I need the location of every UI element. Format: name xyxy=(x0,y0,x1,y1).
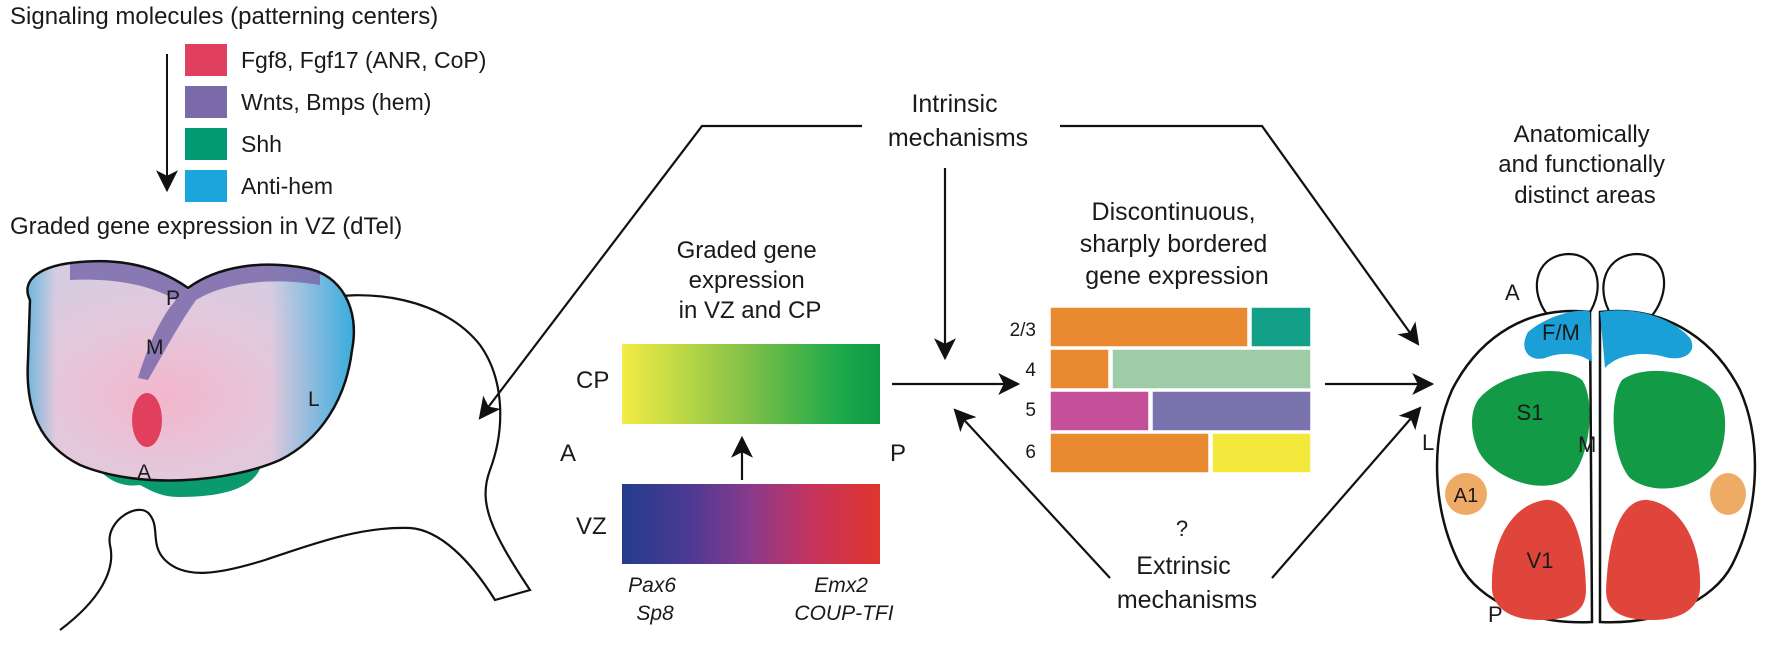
vz-gradient-bar xyxy=(622,484,880,564)
fm-area-left xyxy=(1524,310,1592,362)
cp-gradient-bar xyxy=(622,344,880,424)
areas-label-v1: V1 xyxy=(1527,548,1554,573)
vz-label-l: L xyxy=(308,388,320,411)
arrow-extrinsic-to-layers xyxy=(953,408,1111,579)
anr-fgf-spot xyxy=(132,393,162,447)
legend-label-shh: Shh xyxy=(241,131,282,157)
legend-swatch-shh xyxy=(185,128,227,160)
s1-area-left xyxy=(1472,370,1590,486)
layer-label-6: 6 xyxy=(1025,442,1036,463)
olfactory-bulb xyxy=(1602,252,1666,321)
dtel-brain xyxy=(26,259,356,482)
legend-label-antihem: Anti-hem xyxy=(241,173,333,199)
areas-label-p: P xyxy=(1488,602,1503,627)
s1-area-right xyxy=(1613,370,1726,489)
a1-area-right xyxy=(1710,473,1746,515)
olfactory-bulb xyxy=(1535,252,1599,321)
gradient-label-a: A xyxy=(560,440,576,467)
layer-block xyxy=(1049,306,1249,348)
areas-label-m: M xyxy=(1578,432,1596,457)
gradient-label-p: P xyxy=(890,440,906,467)
layer-block xyxy=(1049,432,1210,474)
layer-label-2-3: 2/3 xyxy=(1010,320,1036,341)
a1-area-left xyxy=(1445,473,1487,515)
legend-item: Wnts, Bmps (hem) xyxy=(185,86,431,118)
vz-label: VZ xyxy=(576,513,607,540)
legend-swatch-fgf xyxy=(185,44,227,76)
arrow-intrinsic-to-areas xyxy=(1060,124,1420,346)
areas-panel-title: Anatomically and functionally distinct a… xyxy=(1498,121,1671,209)
arrow-extrinsic-to-areas xyxy=(1271,406,1422,579)
extrinsic-question-mark: ? xyxy=(1176,516,1188,541)
right-genes: Emx2 COUP-TFI xyxy=(794,574,893,625)
legend-label-wnt: Wnts, Bmps (hem) xyxy=(241,89,431,115)
layer-block xyxy=(1250,306,1312,348)
layer-label-5: 5 xyxy=(1025,400,1036,421)
legend-swatch-antihem xyxy=(185,170,227,202)
vz-label-a: A xyxy=(137,461,151,484)
layers-panel-title: Discontinuous, sharply bordered gene exp… xyxy=(1080,198,1275,290)
legend-item: Anti-hem xyxy=(185,170,333,202)
extrinsic-label: Extrinsic mechanisms xyxy=(1117,552,1257,614)
legend-item: Shh xyxy=(185,128,282,160)
layer-label-4: 4 xyxy=(1025,360,1036,381)
vz-label-m: M xyxy=(146,336,164,359)
areas-label-fm: F/M xyxy=(1542,320,1580,345)
head-outline xyxy=(59,294,532,631)
cp-label: CP xyxy=(576,367,609,394)
v1-area-right xyxy=(1606,499,1701,620)
legend-item: Fgf8, Fgf17 (ANR, CoP) xyxy=(185,44,486,76)
vz-panel-title: Graded gene expression in VZ (dTel) xyxy=(10,213,402,240)
v1-area-left xyxy=(1491,499,1586,620)
legend-swatch-wnt xyxy=(185,86,227,118)
areas-label-l: L xyxy=(1422,430,1434,455)
layer-block xyxy=(1049,348,1110,390)
layer-block xyxy=(1151,390,1312,432)
layer-blocks xyxy=(1049,306,1312,474)
areas-label-a1: A1 xyxy=(1454,485,1478,507)
legend-label-fgf: Fgf8, Fgf17 (ANR, CoP) xyxy=(241,47,486,73)
areas-label-a: A xyxy=(1505,280,1520,305)
vz-label-p: P xyxy=(166,287,180,310)
areas-label-s1: S1 xyxy=(1517,400,1544,425)
gradient-panel-title: Graded gene expression in VZ and CP xyxy=(677,237,824,324)
layer-block xyxy=(1111,348,1312,390)
hem-band xyxy=(70,261,320,380)
fm-area-right xyxy=(1600,310,1693,368)
arrow-intrinsic-to-vz xyxy=(478,124,862,420)
intrinsic-label: Intrinsic mechanisms xyxy=(888,90,1028,152)
layer-block xyxy=(1211,432,1312,474)
legend-heading: Signaling molecules (patterning centers) xyxy=(10,3,438,30)
layer-block xyxy=(1049,390,1150,432)
left-genes: Pax6 Sp8 xyxy=(628,574,682,625)
